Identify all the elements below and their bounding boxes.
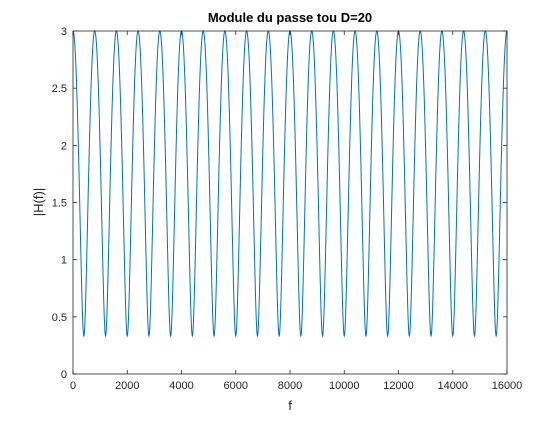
x-tick-label: 8000: [278, 380, 302, 392]
x-axis-label: f: [288, 398, 292, 413]
x-axis-ticks: 0 2000 4000 6000 8000 10000 12000 14000 16000: [70, 31, 522, 392]
x-tick-label: 2000: [115, 380, 139, 392]
y-tick-label: 0.5: [52, 312, 67, 324]
x-tick-label: 16000: [492, 380, 523, 392]
y-axis-ticks: 0 0.5 1 1.5 2 2.5 3: [52, 26, 507, 381]
y-tick-label: 1: [61, 255, 67, 267]
chart-title: Module du passe tou D=20: [208, 10, 372, 25]
y-tick-label: 1.5: [52, 198, 67, 210]
y-tick-label: 0: [61, 369, 67, 381]
x-tick-label: 14000: [437, 380, 468, 392]
y-tick-label: 2.5: [52, 83, 67, 95]
x-tick-label: 12000: [383, 380, 414, 392]
y-axis-label: |H(f)|: [31, 188, 46, 216]
y-tick-label: 3: [61, 26, 67, 38]
x-tick-label: 4000: [169, 380, 193, 392]
y-tick-label: 2: [61, 140, 67, 152]
x-tick-label: 6000: [224, 380, 248, 392]
x-tick-label: 0: [70, 380, 76, 392]
x-tick-label: 10000: [329, 380, 360, 392]
plot-area: [73, 31, 507, 374]
